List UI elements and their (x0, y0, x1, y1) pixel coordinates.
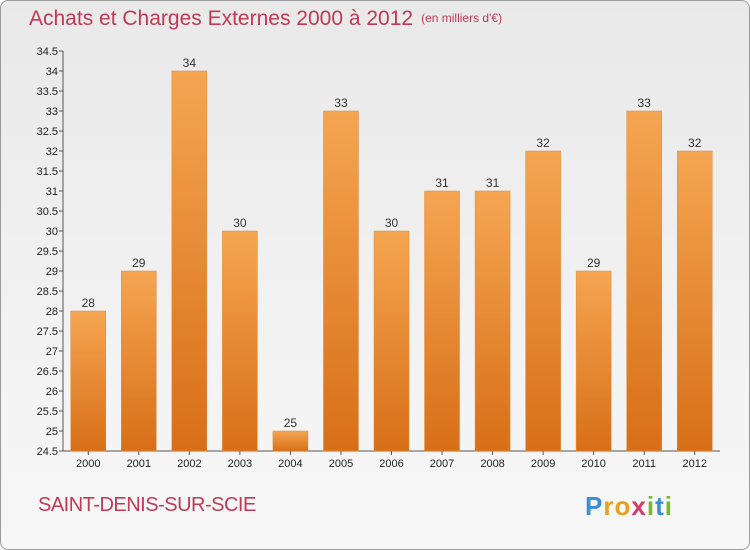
y-tick-label: 25 (46, 426, 58, 438)
x-tick-label: 2003 (228, 458, 252, 470)
bar (323, 110, 359, 452)
chart-title: Achats et Charges Externes 2000 à 2012 (e… (29, 7, 502, 31)
bar (222, 230, 258, 452)
data-label: 30 (233, 216, 247, 230)
data-label: 33 (334, 96, 348, 110)
logo-letter: i (664, 491, 673, 521)
y-tick-label: 29.5 (37, 246, 58, 258)
y-tick-label: 27 (46, 346, 58, 358)
data-label: 33 (638, 96, 652, 110)
y-tick-label: 31.5 (37, 166, 58, 178)
x-tick-label: 2012 (682, 458, 706, 470)
x-tick-label: 2010 (581, 458, 605, 470)
y-tick-label: 33.5 (37, 86, 58, 98)
logo-letter: P (585, 491, 604, 521)
bar (424, 190, 460, 452)
data-label: 31 (486, 176, 500, 190)
proxiti-logo: Proxiti (585, 491, 673, 522)
data-label: 29 (132, 256, 146, 270)
bar (676, 150, 713, 452)
data-label: 28 (82, 296, 96, 310)
bar (373, 230, 410, 452)
bar (525, 150, 561, 452)
y-tick-label: 33 (46, 106, 58, 118)
bars (70, 70, 713, 452)
x-tick-label: 2004 (278, 458, 302, 470)
data-label: 31 (435, 176, 449, 190)
y-tick-label: 34.5 (37, 46, 58, 58)
y-tick-label: 27.5 (37, 326, 58, 338)
data-label: 30 (385, 216, 399, 230)
bar (70, 310, 107, 452)
x-tick-label: 2009 (531, 458, 555, 470)
x-tick-label: 2011 (632, 458, 656, 470)
y-tick-label: 25.5 (37, 406, 58, 418)
y-tick-label: 30 (46, 226, 58, 238)
logo-letter: r (603, 491, 615, 521)
data-label: 29 (587, 256, 601, 270)
bar (626, 110, 662, 452)
bar (474, 190, 511, 452)
logo-letter: x (631, 491, 647, 521)
data-label: 34 (183, 56, 197, 70)
x-tick-label: 2001 (127, 458, 151, 470)
y-tick-label: 24.5 (37, 446, 58, 458)
y-tick-label: 26.5 (37, 366, 58, 378)
logo-letter: t (655, 491, 665, 521)
data-label: 32 (688, 136, 702, 150)
y-tick-label: 32 (46, 146, 58, 158)
x-tick-label: 2005 (329, 458, 353, 470)
bar (121, 270, 157, 452)
x-tick-label: 2006 (379, 458, 403, 470)
y-tick-label: 31 (46, 186, 58, 198)
data-labels: 28 29 34 30 25 33 30 31 31 32 29 33 32 (82, 56, 702, 430)
commune-name: SAINT-DENIS-SUR-SCIE (38, 494, 256, 516)
x-tick-label: 2008 (480, 458, 504, 470)
bar (272, 430, 309, 452)
x-tick-label: 2007 (430, 458, 454, 470)
y-tick-label: 26 (46, 386, 58, 398)
y-tick-label: 28 (46, 306, 58, 318)
chart-subtitle: (en milliers d'€) (421, 11, 503, 25)
bar (171, 70, 208, 452)
x-tick-label: 2000 (76, 458, 100, 470)
data-label: 25 (284, 416, 298, 430)
y-tick-label: 28.5 (37, 286, 58, 298)
y-tick-label: 30.5 (37, 206, 58, 218)
x-tick-label: 2002 (177, 458, 201, 470)
bar (575, 270, 612, 452)
logo-letter: i (646, 491, 656, 521)
data-label: 32 (536, 136, 550, 150)
y-tick-label: 29 (46, 266, 58, 278)
chart-title-text: Achats et Charges Externes 2000 à 2012 (29, 7, 414, 30)
y-tick-label: 32.5 (37, 126, 58, 138)
logo-letter: o (614, 491, 632, 521)
y-tick-label: 34 (46, 66, 58, 78)
